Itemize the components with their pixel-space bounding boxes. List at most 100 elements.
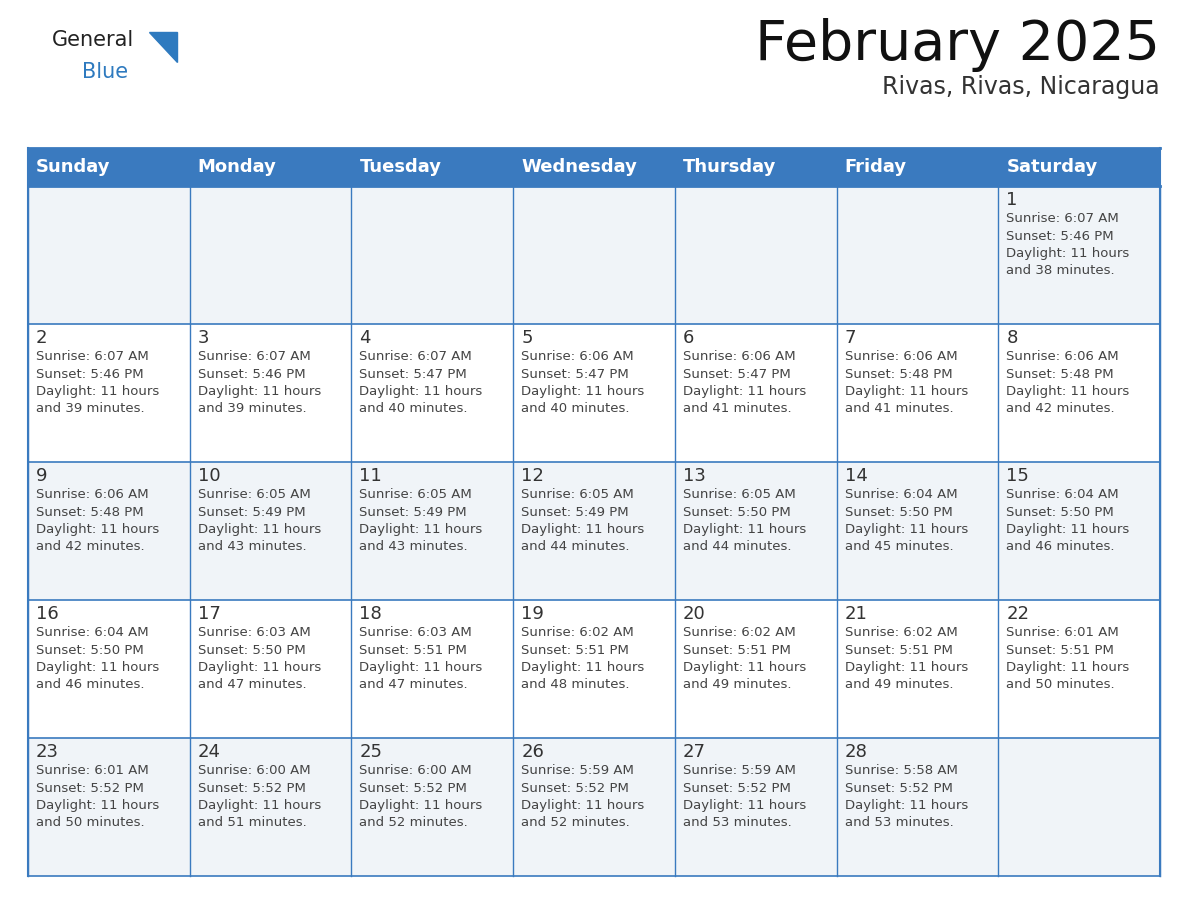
Text: 20: 20 (683, 605, 706, 623)
Text: Sunset: 5:48 PM: Sunset: 5:48 PM (1006, 367, 1114, 380)
Text: Sunset: 5:52 PM: Sunset: 5:52 PM (683, 781, 791, 794)
Bar (29, 738, 190, 876)
Text: Sunrise: 6:07 AM: Sunrise: 6:07 AM (1006, 212, 1119, 225)
Text: Sunrise: 6:04 AM: Sunrise: 6:04 AM (845, 488, 958, 501)
Text: and 43 minutes.: and 43 minutes. (197, 541, 307, 554)
Text: Daylight: 11 hours: Daylight: 11 hours (197, 385, 321, 398)
Text: 8: 8 (1006, 329, 1018, 347)
Text: Daylight: 11 hours: Daylight: 11 hours (1006, 661, 1130, 674)
Text: Daylight: 11 hours: Daylight: 11 hours (197, 523, 321, 536)
Text: Sunrise: 6:05 AM: Sunrise: 6:05 AM (197, 488, 310, 501)
Text: Daylight: 11 hours: Daylight: 11 hours (845, 385, 968, 398)
Text: Sunrise: 6:06 AM: Sunrise: 6:06 AM (845, 350, 958, 363)
Bar (513, 324, 675, 462)
Bar (29, 186, 190, 324)
Text: 2: 2 (36, 329, 48, 347)
Text: Sunset: 5:46 PM: Sunset: 5:46 PM (197, 367, 305, 380)
Bar (998, 600, 1159, 738)
Bar (836, 600, 998, 738)
Bar (675, 324, 836, 462)
Text: Daylight: 11 hours: Daylight: 11 hours (360, 385, 482, 398)
Bar (352, 324, 513, 462)
Text: Sunset: 5:51 PM: Sunset: 5:51 PM (360, 644, 467, 656)
Text: and 43 minutes.: and 43 minutes. (360, 541, 468, 554)
Bar (836, 738, 998, 876)
Text: Daylight: 11 hours: Daylight: 11 hours (522, 523, 644, 536)
Text: Daylight: 11 hours: Daylight: 11 hours (522, 661, 644, 674)
Text: 14: 14 (845, 467, 867, 485)
Text: and 38 minutes.: and 38 minutes. (1006, 264, 1114, 277)
Bar (836, 462, 998, 600)
Bar (29, 148, 1159, 186)
Text: Sunrise: 6:05 AM: Sunrise: 6:05 AM (683, 488, 796, 501)
Text: Daylight: 11 hours: Daylight: 11 hours (683, 385, 807, 398)
Text: Sunrise: 6:02 AM: Sunrise: 6:02 AM (683, 626, 796, 639)
Text: Thursday: Thursday (683, 158, 776, 176)
Text: Sunset: 5:49 PM: Sunset: 5:49 PM (360, 506, 467, 519)
Text: 12: 12 (522, 467, 544, 485)
Text: Daylight: 11 hours: Daylight: 11 hours (683, 661, 807, 674)
Text: and 49 minutes.: and 49 minutes. (683, 678, 791, 691)
Text: and 49 minutes.: and 49 minutes. (845, 678, 953, 691)
Bar (836, 324, 998, 462)
Bar (675, 738, 836, 876)
Text: and 39 minutes.: and 39 minutes. (197, 402, 307, 416)
Text: 22: 22 (1006, 605, 1029, 623)
Text: 25: 25 (360, 743, 383, 761)
Text: Daylight: 11 hours: Daylight: 11 hours (845, 799, 968, 812)
Bar (190, 324, 352, 462)
Text: Sunrise: 6:06 AM: Sunrise: 6:06 AM (1006, 350, 1119, 363)
Text: Sunrise: 6:00 AM: Sunrise: 6:00 AM (197, 764, 310, 777)
Text: Sunrise: 6:05 AM: Sunrise: 6:05 AM (360, 488, 472, 501)
Bar (352, 600, 513, 738)
Text: Daylight: 11 hours: Daylight: 11 hours (360, 799, 482, 812)
Text: Sunrise: 6:06 AM: Sunrise: 6:06 AM (522, 350, 633, 363)
Text: 16: 16 (36, 605, 58, 623)
Text: and 41 minutes.: and 41 minutes. (683, 402, 791, 416)
Text: Sunset: 5:47 PM: Sunset: 5:47 PM (683, 367, 790, 380)
Text: Sunset: 5:48 PM: Sunset: 5:48 PM (845, 367, 953, 380)
Text: and 42 minutes.: and 42 minutes. (1006, 402, 1114, 416)
Text: Wednesday: Wednesday (522, 158, 637, 176)
Text: Daylight: 11 hours: Daylight: 11 hours (360, 523, 482, 536)
Text: Sunrise: 6:05 AM: Sunrise: 6:05 AM (522, 488, 634, 501)
Text: 27: 27 (683, 743, 706, 761)
Text: Sunrise: 6:03 AM: Sunrise: 6:03 AM (197, 626, 310, 639)
Text: Sunrise: 6:02 AM: Sunrise: 6:02 AM (845, 626, 958, 639)
Text: Sunrise: 6:04 AM: Sunrise: 6:04 AM (36, 626, 148, 639)
Text: 3: 3 (197, 329, 209, 347)
Text: Sunset: 5:50 PM: Sunset: 5:50 PM (36, 644, 144, 656)
Text: 17: 17 (197, 605, 221, 623)
Text: Sunset: 5:50 PM: Sunset: 5:50 PM (197, 644, 305, 656)
Text: Sunrise: 5:58 AM: Sunrise: 5:58 AM (845, 764, 958, 777)
Text: Daylight: 11 hours: Daylight: 11 hours (1006, 523, 1130, 536)
Text: Sunset: 5:51 PM: Sunset: 5:51 PM (845, 644, 953, 656)
Bar (998, 324, 1159, 462)
Bar (675, 186, 836, 324)
Text: Daylight: 11 hours: Daylight: 11 hours (197, 661, 321, 674)
Text: and 51 minutes.: and 51 minutes. (197, 816, 307, 830)
Bar (998, 738, 1159, 876)
Text: Sunrise: 6:02 AM: Sunrise: 6:02 AM (522, 626, 634, 639)
Text: Daylight: 11 hours: Daylight: 11 hours (36, 661, 159, 674)
Bar (29, 324, 190, 462)
Text: and 44 minutes.: and 44 minutes. (522, 541, 630, 554)
Text: Sunset: 5:50 PM: Sunset: 5:50 PM (1006, 506, 1114, 519)
Text: 5: 5 (522, 329, 532, 347)
Text: Sunset: 5:51 PM: Sunset: 5:51 PM (683, 644, 791, 656)
Bar (190, 600, 352, 738)
Bar (998, 462, 1159, 600)
Text: Sunset: 5:52 PM: Sunset: 5:52 PM (197, 781, 305, 794)
Text: Daylight: 11 hours: Daylight: 11 hours (1006, 385, 1130, 398)
Text: Sunset: 5:49 PM: Sunset: 5:49 PM (522, 506, 628, 519)
Bar (998, 186, 1159, 324)
Text: Sunset: 5:52 PM: Sunset: 5:52 PM (360, 781, 467, 794)
Bar (675, 600, 836, 738)
Text: Sunrise: 6:04 AM: Sunrise: 6:04 AM (1006, 488, 1119, 501)
Text: 1: 1 (1006, 191, 1018, 209)
Bar (352, 462, 513, 600)
Bar (513, 186, 675, 324)
Text: and 50 minutes.: and 50 minutes. (1006, 678, 1114, 691)
Text: and 52 minutes.: and 52 minutes. (522, 816, 630, 830)
Text: Sunset: 5:50 PM: Sunset: 5:50 PM (683, 506, 790, 519)
